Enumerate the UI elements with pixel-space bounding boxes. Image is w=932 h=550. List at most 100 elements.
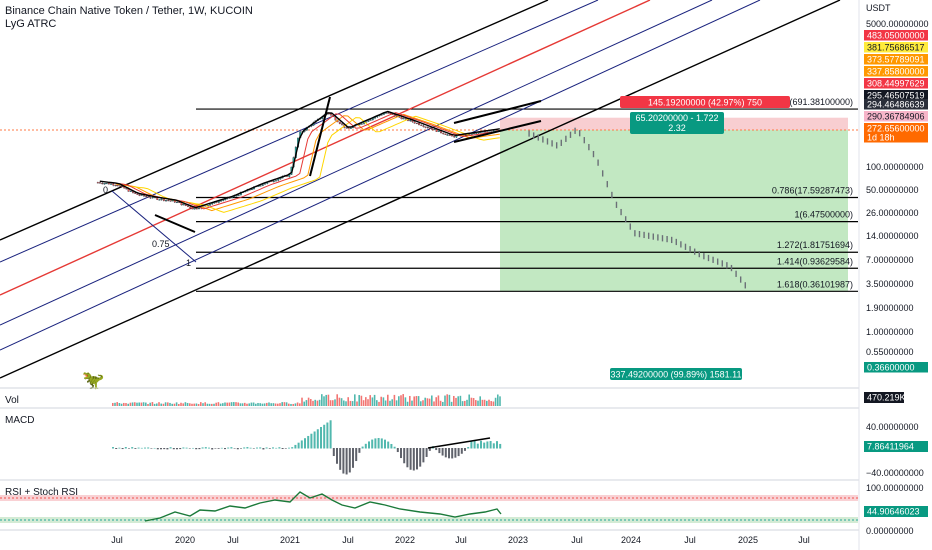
macd-histogram-bar — [403, 448, 406, 464]
volume-pane-label[interactable]: Vol — [5, 395, 19, 406]
candle-body — [103, 183, 106, 185]
price-badge-bg — [864, 90, 928, 101]
macd-histogram-bar — [121, 448, 124, 450]
volume-bar — [266, 402, 268, 406]
time-axis-tick: Jul — [798, 535, 810, 545]
macd-histogram-bar — [361, 446, 364, 449]
volume-bar — [186, 402, 189, 406]
candle-body — [140, 194, 143, 196]
candle-body — [250, 188, 253, 190]
macd-histogram-bar — [387, 441, 390, 449]
price-axis-tick: 14.00000000 — [866, 231, 919, 241]
macd-histogram-bar — [345, 448, 348, 475]
candle-body — [369, 119, 372, 121]
rsi-tick: 100.00000000 — [866, 483, 924, 493]
volume-bar — [290, 403, 292, 406]
volume-bar — [376, 400, 378, 406]
macd-histogram-bar — [249, 447, 252, 449]
macd-histogram-bar — [416, 448, 418, 470]
volume-bar — [422, 400, 424, 406]
volume-bar — [329, 400, 332, 406]
target-zone — [500, 130, 848, 292]
rsi-pane-label[interactable]: RSI + Stoch RSI — [5, 487, 79, 498]
volume-bar — [479, 396, 481, 406]
target-label-bg — [610, 368, 742, 380]
candle-body — [365, 121, 368, 123]
volume-bar — [241, 403, 244, 406]
candle-body — [107, 182, 110, 185]
pitchfork-channels — [0, 0, 841, 379]
candle-body — [116, 185, 119, 187]
volume-bar — [274, 403, 277, 406]
volume-bar — [420, 401, 422, 406]
indicator-label[interactable]: LyG ATRC — [5, 18, 57, 30]
candle-body — [261, 184, 264, 186]
macd-histogram-bar — [396, 448, 399, 453]
time-axis[interactable]: Jul 2020 Jul 2021 Jul 2022 Jul 2023 Jul 2024 Jul 20… — [111, 535, 810, 545]
macd-histogram-bar — [358, 448, 361, 453]
macd-histogram-bar — [316, 429, 319, 449]
volume-bar — [373, 394, 376, 406]
macd-histogram-bar — [342, 448, 345, 474]
candle-body — [125, 188, 128, 190]
volume-bar — [197, 403, 200, 406]
price-axis[interactable]: USDT 5000.00000000 100.00000000 50.00000000… — [858, 0, 932, 550]
candle-body — [409, 120, 412, 122]
macd-value: 7.86411964 — [867, 442, 914, 452]
volume-bar — [477, 400, 479, 406]
ma-black — [99, 110, 500, 209]
candle-body — [158, 199, 161, 201]
macd-histogram-bar — [288, 447, 290, 449]
volume-bar — [367, 399, 369, 406]
macd-histogram-bar — [224, 448, 226, 450]
candle-body — [138, 194, 141, 196]
volume-bar — [369, 395, 371, 406]
trend-lines — [154, 96, 542, 233]
chart-labels: 0 0.75 1 145.19200000 (42.97%) 750 65.202000… — [82, 96, 790, 390]
volume-bar — [136, 402, 138, 406]
volume-bar — [312, 400, 314, 406]
macd-histogram-bar — [275, 447, 278, 449]
macd-histogram-bar — [425, 448, 428, 457]
macd-histogram-bar — [435, 448, 438, 451]
macd-histogram-bar — [204, 447, 207, 449]
volume-bar — [362, 400, 365, 406]
macd-histogram-bar — [332, 448, 335, 457]
candle-body — [272, 180, 275, 182]
macd-histogram-bar — [284, 448, 287, 449]
volume-bar — [213, 403, 215, 406]
volume-bar — [305, 400, 308, 406]
fib-level-label: 1.618(0.36101987) — [777, 279, 853, 289]
candle-body — [426, 126, 429, 129]
price-badge-bg — [864, 66, 928, 77]
macd-pane-label[interactable]: MACD — [5, 415, 35, 426]
vol-value: 470.219K — [867, 393, 906, 403]
price-badge-bg — [864, 99, 928, 110]
volume-bar — [400, 395, 402, 406]
macd-histogram-bar — [227, 447, 230, 449]
volume-bar — [340, 398, 343, 406]
macd-histogram-bar — [393, 446, 396, 449]
volume-bar — [237, 402, 239, 406]
volume-bar — [345, 401, 347, 406]
macd-histogram-bar — [464, 448, 466, 451]
macd-histogram-bar — [112, 447, 114, 449]
candle-body — [400, 117, 403, 120]
macd-histogram-bar — [169, 447, 172, 449]
macd-histogram-bar — [300, 440, 303, 449]
volume-pane — [0, 387, 932, 531]
rsi-tick: 0.00000000 — [866, 526, 914, 536]
pitchfork-line — [0, 0, 841, 379]
macd-histogram-bar — [150, 448, 153, 449]
volume-bar — [442, 401, 444, 406]
macd-histogram-bar — [118, 447, 121, 449]
macd-histogram-bar — [368, 441, 370, 449]
volume-bar — [378, 401, 380, 406]
symbol-title[interactable]: Binance Chain Native Token / Tether, 1W,… — [5, 5, 253, 17]
time-axis-tick: Jul — [571, 535, 583, 545]
stop-label: 145.19200000 (42.97%) 750 — [648, 98, 762, 108]
volume-bar — [461, 401, 464, 406]
candle-body — [338, 121, 341, 124]
macd-pane — [112, 420, 502, 475]
